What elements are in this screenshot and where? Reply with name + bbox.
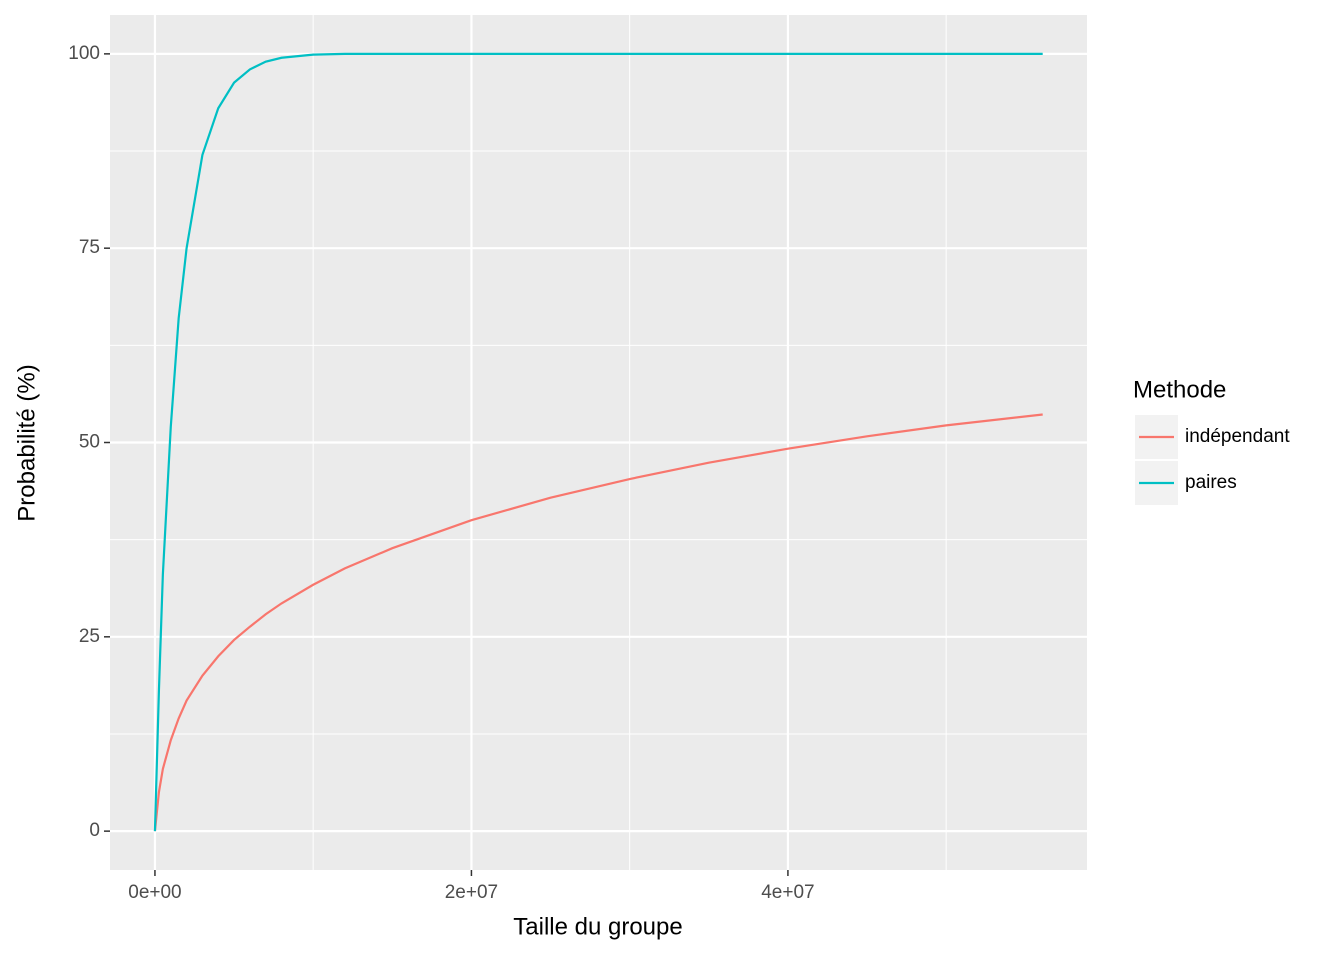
y-axis-title: Probabilité (%)	[13, 364, 40, 521]
x-tick-label: 0e+00	[128, 882, 181, 903]
legend-label: indépendant	[1185, 426, 1290, 447]
y-tick-label: 0	[89, 820, 100, 841]
x-tick-label: 4e+07	[761, 882, 814, 903]
x-tick-label: 2e+07	[445, 882, 498, 903]
line	[153, 413, 1043, 832]
y-tick-label: 100	[68, 43, 100, 64]
y-tick-label: 50	[79, 432, 100, 453]
legend-label: paires	[1185, 472, 1237, 493]
y-tick-label: 75	[79, 237, 100, 258]
legend-title: Methode	[1133, 376, 1226, 403]
x-axis-title: Taille du groupe	[513, 913, 682, 940]
line	[153, 52, 1043, 832]
y-tick-label: 25	[79, 626, 100, 647]
